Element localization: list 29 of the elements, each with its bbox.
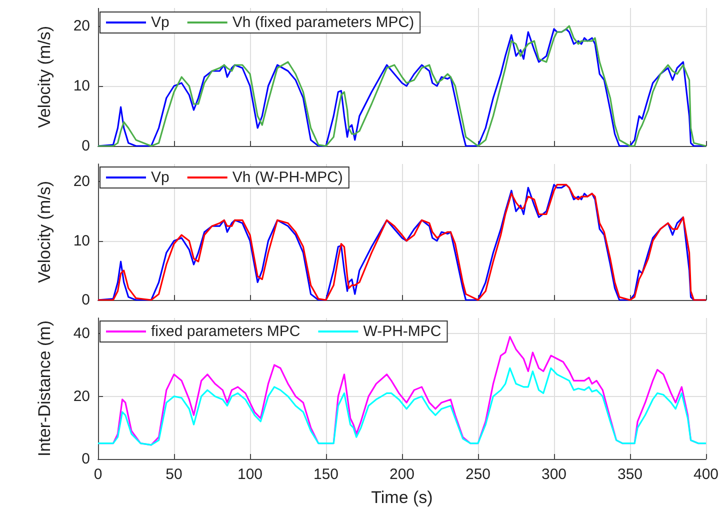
y-tick-label: 0	[82, 450, 90, 468]
y-axis-title: Velocity (m/s)	[35, 26, 54, 128]
y-tick-label: 20	[73, 173, 90, 190]
x-tick-label: 150	[313, 466, 339, 483]
y-tick-label: 10	[73, 232, 90, 250]
y-tick-label: 20	[73, 388, 90, 405]
x-tick-label: 400	[693, 466, 719, 483]
x-tick-label: 0	[94, 466, 102, 483]
legend-label: Vp	[151, 169, 170, 186]
y-axis-title: Inter-Distance (m)	[35, 320, 54, 457]
x-tick-label: 200	[389, 466, 415, 483]
legend-label: fixed parameters MPC	[151, 323, 300, 340]
x-tick-label: 250	[465, 466, 491, 483]
x-tick-label: 350	[617, 466, 643, 483]
y-axis-title: Velocity (m/s)	[35, 180, 54, 284]
x-tick-label: 50	[166, 466, 182, 483]
legend-label: Vh (fixed parameters MPC)	[232, 14, 414, 31]
legend-label: Vh (W-PH-MPC)	[232, 169, 343, 186]
legend-label: W-PH-MPC	[363, 323, 442, 340]
x-axis-title: Time (s)	[371, 488, 433, 507]
x-tick-label: 300	[541, 466, 567, 483]
x-tick-label: 100	[237, 466, 263, 483]
y-tick-label: 10	[73, 78, 90, 94]
y-tick-label: 0	[82, 292, 90, 308]
y-tick-label: 40	[73, 325, 90, 342]
y-tick-label: 0	[82, 138, 90, 154]
legend-label: Vp	[151, 14, 170, 31]
y-tick-label: 20	[73, 18, 90, 34]
line-series	[97, 367, 707, 446]
